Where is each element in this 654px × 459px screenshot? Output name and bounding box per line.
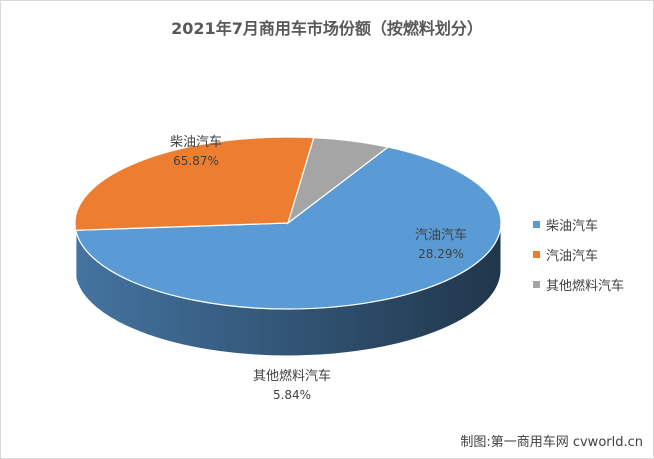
chart-title: 2021年7月商用车市场份额（按燃料划分） <box>171 19 483 38</box>
legend-label-0: 柴油汽车 <box>546 218 599 234</box>
data-label-value-1: 28.29% <box>418 247 464 261</box>
credit-text: 制图:第一商用车网 cvworld.cn <box>460 435 643 450</box>
pie-slice-1 <box>74 136 315 231</box>
legend-label-1: 汽油汽车 <box>546 248 599 264</box>
legend-item-2: 其他燃料汽车 <box>533 269 624 299</box>
data-label-name-0: 柴油汽车 <box>170 134 222 150</box>
legend-item-1: 汽油汽车 <box>533 239 624 269</box>
data-label-name-1: 汽油汽车 <box>415 227 467 243</box>
data-label-value-2: 5.84% <box>273 388 311 402</box>
legend: 柴油汽车汽油汽车其他燃料汽车 <box>533 209 624 299</box>
data-label-value-0: 65.87% <box>173 154 219 168</box>
pie-slice-2 <box>286 137 390 225</box>
pie-slice-0 <box>75 146 502 310</box>
legend-swatch-0 <box>533 220 540 228</box>
legend-swatch-1 <box>533 250 540 258</box>
data-label-name-2: 其他燃料汽车 <box>253 368 331 384</box>
legend-label-2: 其他燃料汽车 <box>546 278 625 294</box>
legend-item-0: 柴油汽车 <box>533 209 624 239</box>
legend-swatch-2 <box>533 280 540 288</box>
